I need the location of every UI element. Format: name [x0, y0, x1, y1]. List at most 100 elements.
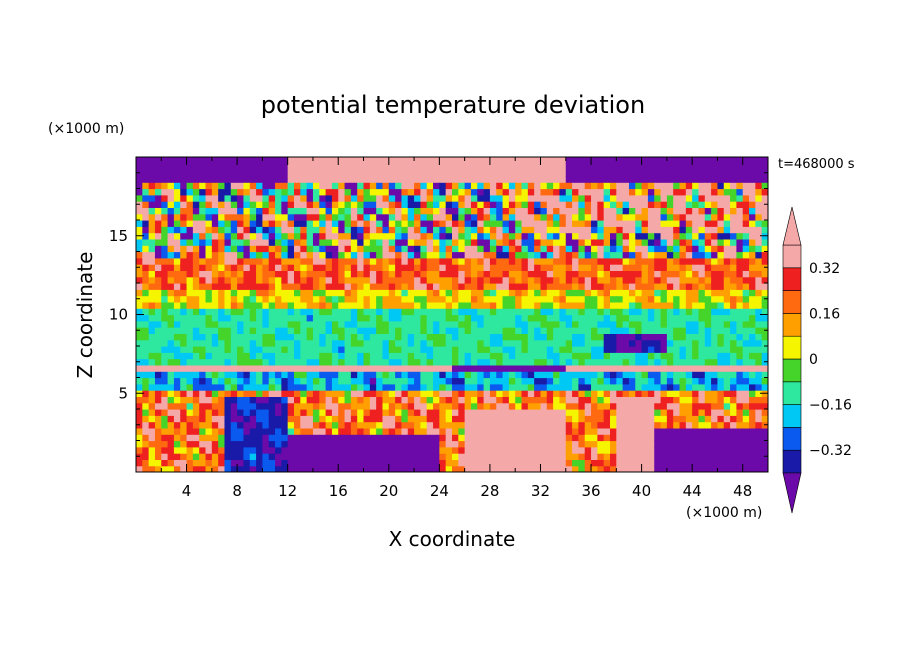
heatmap-cell	[407, 295, 415, 303]
heatmap-cell	[470, 226, 478, 234]
heatmap-cell	[641, 434, 649, 442]
heatmap-cell	[218, 163, 226, 171]
heatmap-cell	[369, 182, 377, 190]
heatmap-cell	[230, 301, 238, 309]
heatmap-cell	[268, 213, 276, 221]
heatmap-cell	[331, 289, 339, 297]
heatmap-cell	[464, 175, 472, 183]
heatmap-cell	[294, 270, 301, 278]
heatmap-cell	[376, 440, 384, 448]
heatmap-cell	[502, 346, 510, 353]
heatmap-cell	[546, 434, 554, 442]
heatmap-cell	[698, 289, 706, 297]
heatmap-cell	[717, 446, 725, 454]
heatmap-cell	[591, 182, 598, 190]
heatmap-cell	[249, 169, 257, 177]
heatmap-cell	[306, 163, 314, 171]
heatmap-cell	[363, 238, 371, 246]
heatmap-cell	[452, 276, 459, 284]
heatmap-cell	[534, 465, 542, 472]
heatmap-cell	[249, 201, 257, 208]
heatmap-cell	[603, 377, 611, 385]
heatmap-cell	[742, 352, 750, 360]
heatmap-cell	[243, 314, 251, 322]
heatmap-cell	[483, 157, 491, 164]
heatmap-cell	[508, 226, 516, 234]
heatmap-cell	[211, 238, 219, 246]
heatmap-cell	[230, 409, 238, 416]
heatmap-cell	[749, 352, 756, 360]
heatmap-cell	[698, 175, 706, 183]
heatmap-cell	[654, 320, 662, 328]
heatmap-cell	[148, 377, 156, 385]
heatmap-cell	[546, 333, 554, 341]
heatmap-cell	[559, 415, 567, 423]
heatmap-cell	[755, 301, 763, 309]
heatmap-cell	[382, 270, 390, 278]
heatmap-cell	[464, 188, 472, 196]
heatmap-cell	[477, 207, 485, 215]
heatmap-cell	[546, 232, 554, 240]
heatmap-cell	[565, 232, 573, 240]
heatmap-cell	[395, 453, 403, 460]
heatmap-cell	[534, 434, 542, 442]
heatmap-cell	[382, 182, 390, 190]
heatmap-cell	[470, 390, 478, 397]
heatmap-cell	[534, 301, 542, 309]
heatmap-cell	[414, 352, 421, 360]
heatmap-cell	[426, 257, 434, 265]
heatmap-cell	[243, 440, 251, 448]
heatmap-cell	[660, 182, 668, 190]
heatmap-cell	[211, 396, 219, 404]
heatmap-cell	[439, 308, 447, 316]
heatmap-cell	[136, 402, 143, 410]
heatmap-cell	[281, 289, 289, 297]
heatmap-cell	[711, 238, 719, 246]
heatmap-cell	[243, 453, 251, 460]
heatmap-cell	[433, 257, 440, 265]
heatmap-cell	[761, 465, 768, 472]
heatmap-cell	[698, 270, 706, 278]
heatmap-cell	[357, 295, 365, 303]
heatmap-cell	[420, 257, 428, 265]
heatmap-cell	[173, 459, 181, 467]
heatmap-cell	[666, 207, 674, 215]
heatmap-cell	[761, 346, 768, 353]
heatmap-cell	[685, 364, 693, 372]
heatmap-cell	[262, 270, 270, 278]
heatmap-cell	[458, 169, 466, 177]
heatmap-cell	[660, 459, 668, 467]
heatmap-cell	[407, 465, 415, 472]
heatmap-cell	[331, 251, 339, 259]
heatmap-cell	[426, 314, 434, 322]
heatmap-cell	[685, 301, 693, 309]
heatmap-cell	[192, 371, 200, 379]
heatmap-cell	[376, 383, 384, 391]
heatmap-cell	[489, 251, 497, 259]
heatmap-cell	[154, 201, 162, 208]
heatmap-cell	[717, 194, 725, 202]
heatmap-cell	[666, 163, 674, 171]
heatmap-cell	[167, 270, 175, 278]
heatmap-cell	[603, 283, 611, 290]
heatmap-cell	[331, 358, 339, 366]
heatmap-cell	[496, 465, 504, 472]
heatmap-cell	[287, 339, 295, 347]
heatmap-cell	[553, 364, 561, 372]
heatmap-cell	[496, 301, 504, 309]
heatmap-cell	[281, 182, 289, 190]
heatmap-cell	[458, 232, 466, 240]
heatmap-cell	[730, 251, 737, 259]
heatmap-cell	[723, 163, 731, 171]
heatmap-cell	[243, 251, 251, 259]
heatmap-cell	[458, 390, 466, 397]
heatmap-cell	[154, 289, 162, 297]
heatmap-cell	[136, 188, 143, 196]
heatmap-cell	[559, 308, 567, 316]
heatmap-cell	[218, 333, 226, 341]
heatmap-cell	[294, 333, 301, 341]
heatmap-cell	[363, 339, 371, 347]
heatmap-cell	[350, 383, 358, 391]
heatmap-cell	[452, 251, 459, 259]
heatmap-cell	[489, 465, 497, 472]
